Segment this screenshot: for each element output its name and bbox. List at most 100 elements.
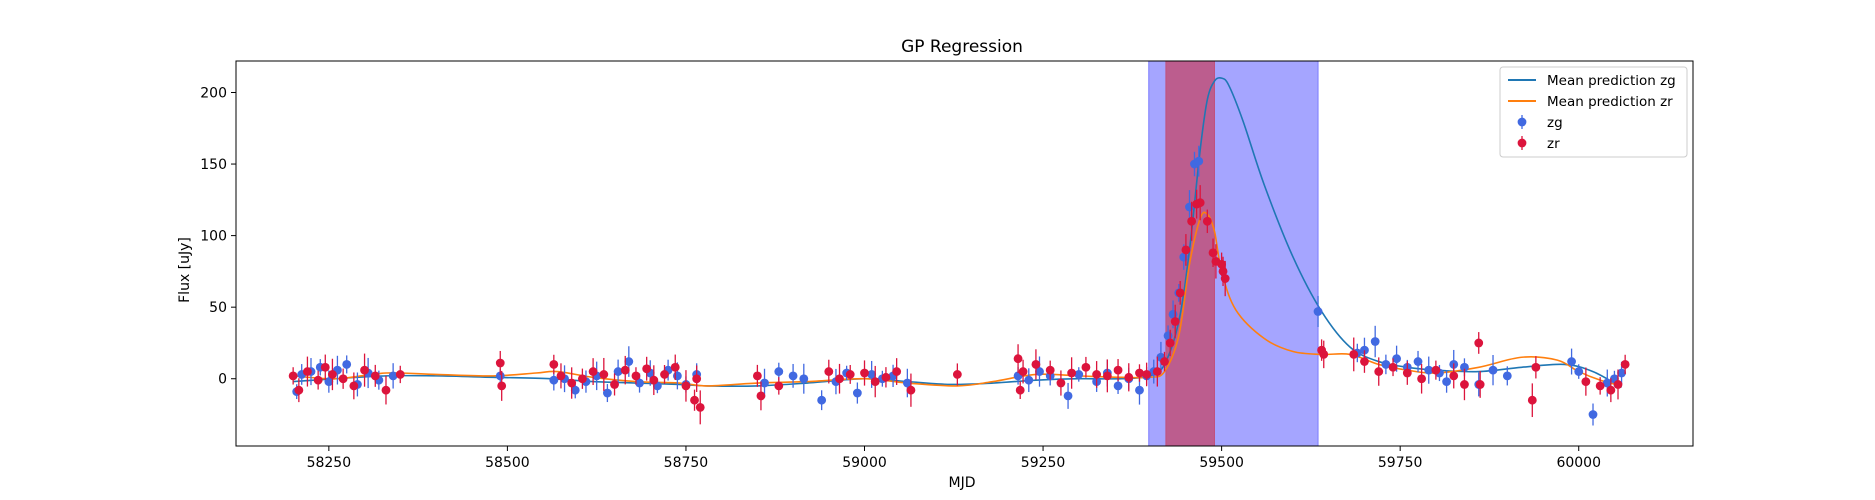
point-zg (1381, 360, 1391, 369)
point-zr (1595, 381, 1605, 391)
point-zg (1113, 381, 1123, 391)
point-zr (695, 402, 705, 412)
point-zr (1217, 259, 1227, 269)
legend-label: Mean prediction zr (1547, 94, 1673, 110)
point-zr (288, 371, 298, 381)
point-zg (1460, 362, 1469, 372)
point-zr (599, 370, 609, 379)
point-zr (1474, 338, 1484, 348)
y-tick-label: 150 (200, 157, 227, 173)
point-zg (760, 378, 769, 388)
point-zg (324, 377, 334, 386)
point-zr (320, 362, 330, 372)
point-zg (774, 367, 784, 376)
point-zr (881, 372, 891, 382)
point-zr (1475, 380, 1485, 389)
axis-ticks: 58250 58500 58750 59000 59250 59500 59750 60000… (200, 85, 1601, 471)
point-zr (1431, 365, 1441, 375)
point-zg (388, 371, 398, 381)
point-zg (570, 385, 580, 395)
x-tick-label: 59000 (842, 455, 887, 471)
point-zr (1142, 370, 1152, 379)
point-zr (1165, 338, 1175, 348)
point-zr (1388, 362, 1398, 372)
x-tick-label: 58750 (664, 455, 709, 471)
point-zr (349, 381, 359, 391)
point-zr (1170, 317, 1180, 326)
point-zr (549, 360, 559, 369)
point-zg (817, 395, 827, 405)
point-zr (1620, 360, 1630, 369)
point-zr (1175, 288, 1185, 298)
point-zg (1024, 375, 1034, 385)
point-zr (303, 367, 312, 376)
point-zg (1035, 367, 1044, 376)
point-zg (1574, 367, 1584, 376)
point-zr (1013, 354, 1023, 364)
y-tick-label: 100 (200, 229, 227, 245)
x-tick-label: 59750 (1378, 455, 1423, 471)
x-tick-label: 59250 (1021, 455, 1066, 471)
y-tick-label: 50 (209, 300, 227, 316)
point-zg (788, 371, 798, 381)
point-zr (1195, 198, 1205, 208)
y-tick-label: 200 (200, 85, 227, 101)
point-zr (567, 378, 577, 388)
point-zg (1602, 378, 1612, 388)
point-zg (852, 388, 862, 398)
legend-label: Mean prediction zg (1547, 73, 1676, 89)
point-zg (1588, 410, 1598, 419)
point-zr (497, 381, 507, 391)
point-zr (1124, 372, 1134, 382)
chart-legend: Mean prediction zg Mean prediction zr zg zr (1499, 66, 1688, 158)
point-zr (381, 385, 391, 395)
point-zr (690, 395, 699, 405)
x-tick-label: 58250 (307, 455, 352, 471)
point-zr (631, 371, 641, 381)
point-zr (1135, 368, 1144, 378)
point-zr (1581, 377, 1591, 386)
point-zr (1417, 374, 1426, 384)
point-zr (752, 371, 762, 381)
point-zr (1067, 368, 1077, 378)
point-zg (902, 378, 912, 388)
point-zr (1202, 216, 1212, 226)
point-zr (1208, 248, 1218, 258)
point-zr (774, 381, 784, 391)
highlight-spans (1148, 60, 1319, 447)
point-zg (1502, 371, 1512, 381)
point-zr (1360, 357, 1369, 366)
point-zr (495, 358, 505, 368)
point-zg (867, 370, 877, 379)
point-zr (1460, 380, 1469, 389)
point-zr (313, 375, 323, 385)
point-zg (549, 375, 559, 385)
point-zg (1194, 156, 1204, 166)
point-zr (1531, 362, 1541, 372)
point-zr (1374, 367, 1384, 376)
point-zg (495, 371, 505, 381)
prediction-lines (293, 77, 1622, 389)
point-zg (624, 357, 634, 366)
point-zr (906, 385, 916, 395)
point-zg (1413, 357, 1423, 366)
point-zg (1135, 385, 1144, 395)
point-zr (1018, 367, 1028, 376)
legend-marker-swatch (1517, 138, 1527, 148)
line-mean-prediction-zr (293, 211, 1622, 387)
legend-box (1499, 66, 1688, 158)
point-zr (620, 365, 630, 375)
point-zr (860, 368, 869, 378)
point-zr (649, 375, 659, 385)
point-zr (1152, 367, 1162, 376)
point-zr (1031, 360, 1041, 369)
point-zr (1160, 357, 1169, 366)
point-zr (1181, 245, 1191, 255)
point-zg (1442, 377, 1451, 386)
point-zr (670, 362, 680, 372)
point-zr (370, 371, 380, 381)
point-zg (672, 371, 682, 381)
point-zr (1220, 274, 1230, 283)
point-zg (602, 388, 612, 398)
